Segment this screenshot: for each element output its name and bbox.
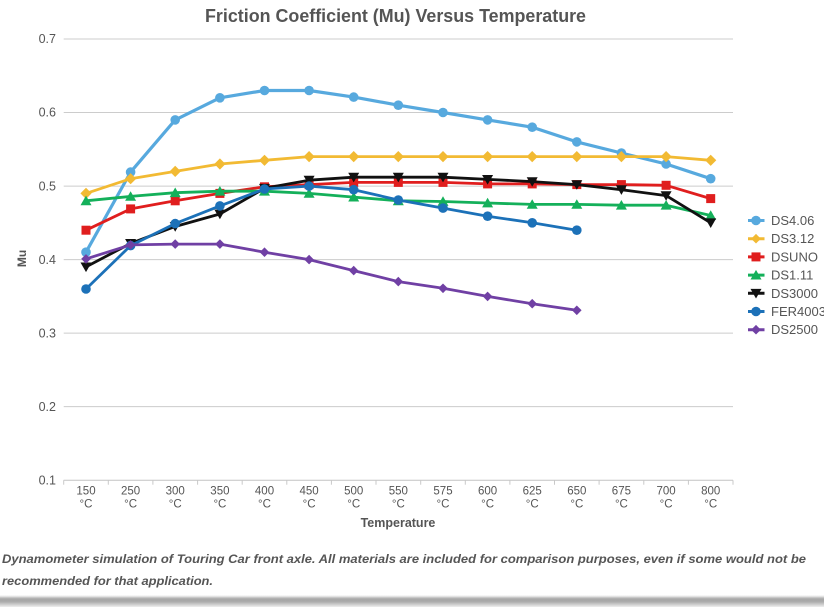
svg-text:550: 550 bbox=[389, 486, 408, 498]
svg-text:0.6: 0.6 bbox=[39, 106, 56, 120]
svg-text:°C: °C bbox=[437, 499, 450, 511]
svg-text:0.1: 0.1 bbox=[39, 473, 56, 487]
svg-text:°C: °C bbox=[258, 499, 271, 511]
svg-text:Mu: Mu bbox=[15, 250, 29, 267]
svg-text:625: 625 bbox=[523, 486, 542, 498]
svg-text:DS2500: DS2500 bbox=[771, 322, 818, 337]
svg-text:500: 500 bbox=[344, 486, 363, 498]
svg-text:650: 650 bbox=[567, 486, 586, 498]
svg-text:°C: °C bbox=[347, 499, 360, 511]
svg-text:350: 350 bbox=[210, 486, 229, 498]
svg-text:DS3000: DS3000 bbox=[771, 286, 818, 301]
svg-text:DS1.11: DS1.11 bbox=[771, 268, 813, 283]
svg-text:°C: °C bbox=[704, 499, 717, 511]
svg-text:°C: °C bbox=[481, 499, 494, 511]
svg-text:Dynamometer simulation of Tour: Dynamometer simulation of Touring Car fr… bbox=[2, 552, 806, 566]
svg-text:DS3.12: DS3.12 bbox=[771, 231, 814, 246]
svg-text:600: 600 bbox=[478, 486, 497, 498]
svg-text:°C: °C bbox=[303, 499, 316, 511]
svg-text:300: 300 bbox=[166, 486, 185, 498]
svg-text:Friction Coefficient (Mu) Vers: Friction Coefficient (Mu) Versus Tempera… bbox=[205, 5, 586, 26]
svg-text:0.5: 0.5 bbox=[39, 179, 56, 193]
svg-text:°C: °C bbox=[660, 499, 673, 511]
svg-text:DSUNO: DSUNO bbox=[771, 249, 818, 264]
svg-text:700: 700 bbox=[657, 486, 676, 498]
svg-text:800: 800 bbox=[701, 486, 720, 498]
svg-text:400: 400 bbox=[255, 486, 274, 498]
svg-text:450: 450 bbox=[300, 486, 319, 498]
svg-text:°C: °C bbox=[213, 499, 226, 511]
svg-text:675: 675 bbox=[612, 486, 631, 498]
svg-text:DS4.06: DS4.06 bbox=[771, 213, 814, 228]
svg-text:0.2: 0.2 bbox=[39, 400, 56, 414]
svg-text:0.7: 0.7 bbox=[39, 32, 56, 46]
svg-text:575: 575 bbox=[433, 486, 452, 498]
svg-text:recommended for that applicati: recommended for that application. bbox=[2, 574, 213, 588]
svg-text:°C: °C bbox=[80, 499, 93, 511]
svg-text:0.4: 0.4 bbox=[39, 253, 56, 267]
svg-text:FER4003: FER4003 bbox=[771, 304, 824, 319]
svg-text:°C: °C bbox=[124, 499, 137, 511]
svg-text:°C: °C bbox=[169, 499, 182, 511]
svg-text:Temperature: Temperature bbox=[361, 516, 436, 530]
svg-text:150: 150 bbox=[76, 486, 95, 498]
svg-text:250: 250 bbox=[121, 486, 140, 498]
svg-text:°C: °C bbox=[615, 499, 628, 511]
svg-text:0.3: 0.3 bbox=[39, 326, 56, 340]
svg-text:°C: °C bbox=[570, 499, 583, 511]
svg-text:°C: °C bbox=[392, 499, 405, 511]
svg-text:°C: °C bbox=[526, 499, 539, 511]
